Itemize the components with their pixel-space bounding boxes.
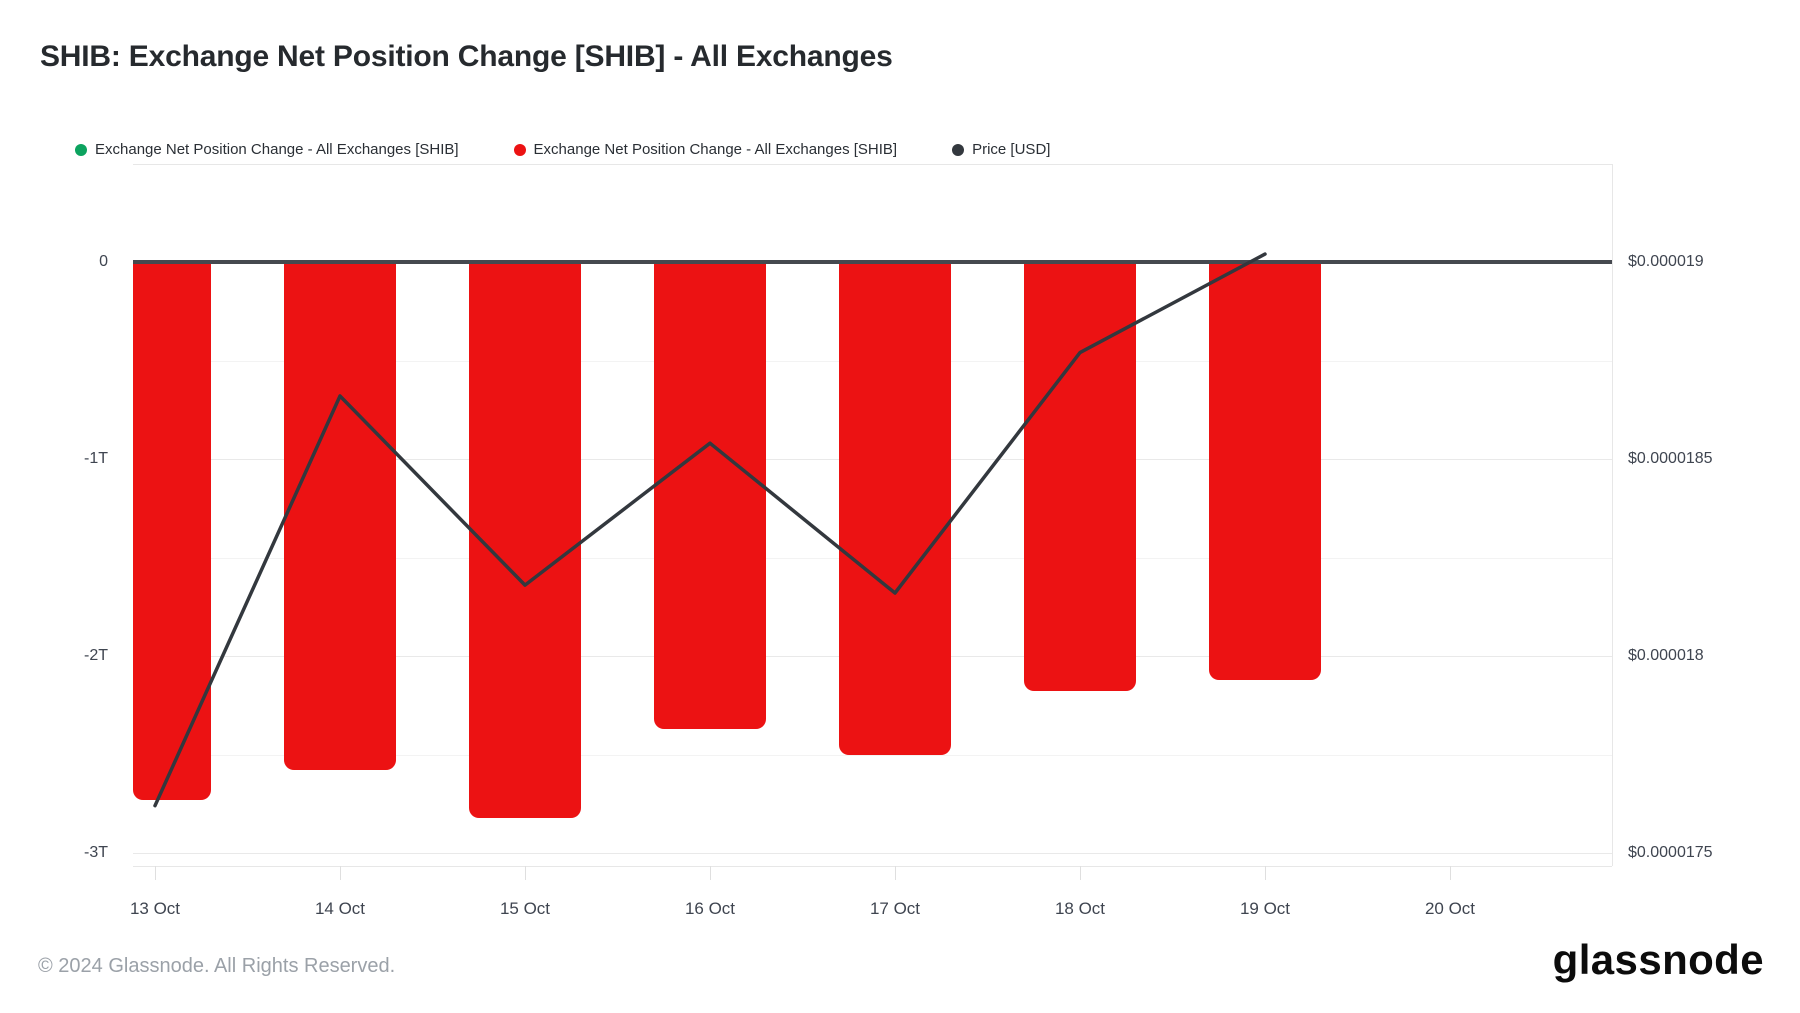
x-axis-label: 16 Oct <box>684 899 736 918</box>
zero-baseline <box>133 260 1612 264</box>
y-axis-right-label: $0.000018 <box>1628 647 1704 664</box>
legend-label: Price [USD] <box>972 141 1051 158</box>
bar-16-oct[interactable] <box>654 264 766 729</box>
x-axis-label: 17 Oct <box>869 899 921 918</box>
x-axis-label: 20 Oct <box>1424 899 1476 918</box>
x-axis-tick <box>155 866 156 880</box>
page-title: SHIB: Exchange Net Position Change [SHIB… <box>40 40 893 73</box>
copyright-text: © 2024 Glassnode. All Rights Reserved. <box>38 955 396 977</box>
x-axis-tick <box>710 866 711 880</box>
x-axis-tick <box>895 866 896 880</box>
legend-item-black-dot[interactable]: Price [USD] <box>952 141 1050 158</box>
x-axis-tick <box>1450 866 1451 880</box>
gridline-minor <box>133 755 1612 756</box>
plot-border-top <box>133 164 1612 165</box>
red-dot-icon <box>513 143 526 156</box>
x-axis-tick <box>340 866 341 880</box>
x-axis-label: 19 Oct <box>1239 899 1291 918</box>
legend-label: Exchange Net Position Change - All Excha… <box>533 141 898 158</box>
gridline-major <box>133 853 1612 854</box>
x-axis-label: 14 Oct <box>314 899 366 918</box>
price-line[interactable] <box>153 252 1267 808</box>
x-axis-label: 13 Oct <box>129 899 181 918</box>
legend-label: Exchange Net Position Change - All Excha… <box>95 141 459 158</box>
x-axis-label: 15 Oct <box>499 899 551 918</box>
y-axis-right-label: $0.0000175 <box>1628 844 1713 861</box>
x-axis-label: 18 Oct <box>1054 899 1106 918</box>
x-axis-tick <box>1265 866 1266 880</box>
glassnode-wordmark[interactable]: glassnode <box>1552 936 1764 983</box>
x-axis-tick <box>1080 866 1081 880</box>
y-axis-left-label: -2T <box>84 647 108 664</box>
y-axis-left-label: -3T <box>84 844 108 861</box>
plot-border-bottom <box>133 866 1612 867</box>
legend-item-green-dot[interactable]: Exchange Net Position Change - All Excha… <box>75 141 459 158</box>
y-axis-left-label: 0 <box>99 253 108 270</box>
x-axis-tick <box>525 866 526 880</box>
bar-17-oct[interactable] <box>839 264 951 755</box>
y-axis-left-label: -1T <box>84 450 108 467</box>
y-axis-right-label: $0.0000185 <box>1628 450 1713 467</box>
bar-18-oct[interactable] <box>1024 264 1136 691</box>
plot-border-right <box>1612 164 1613 866</box>
bar-19-oct[interactable] <box>1209 264 1321 680</box>
y-axis-right-label: $0.000019 <box>1628 253 1704 270</box>
bar-15-oct[interactable] <box>469 264 581 818</box>
chart-legend: Exchange Net Position Change - All Excha… <box>75 141 1050 158</box>
bar-14-oct[interactable] <box>284 264 396 770</box>
green-dot-icon <box>75 143 87 156</box>
black-dot-icon <box>952 143 965 156</box>
legend-item-red-dot[interactable]: Exchange Net Position Change - All Excha… <box>513 141 898 158</box>
